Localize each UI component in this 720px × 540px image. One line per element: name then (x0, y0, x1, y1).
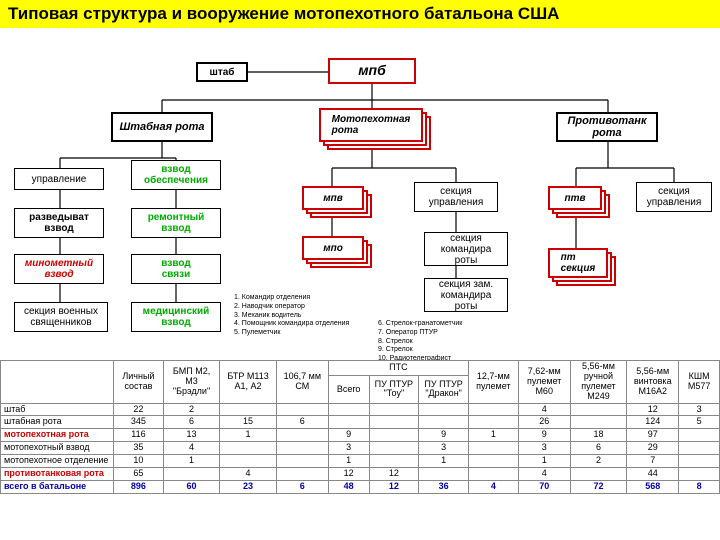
node-minomet: минометный взвод (14, 254, 104, 284)
node-upravlenie: управление (14, 168, 104, 190)
table-row: мотопехотный взвод354333629 (1, 442, 720, 455)
node-sek_upr2: секция управления (636, 182, 712, 212)
node-svyaz: взвод связи (131, 254, 221, 284)
node-ptank_rota: Противотанк рота (556, 112, 658, 142)
page-title: Типовая структура и вооружение мотопехот… (0, 0, 720, 28)
node-vzvod_obesp: взвод обеспечения (131, 160, 221, 190)
legend-left: 1. Командир отделения2. Наводчик операто… (234, 294, 349, 338)
node-sek_kom: секция командира роты (424, 232, 508, 266)
node-remont: ремонтный взвод (131, 208, 221, 238)
org-chart: мпбштабШтабная ротаМотопехотная ротаПрот… (0, 28, 720, 368)
table-row: мотопехотная рота11613199191897 (1, 429, 720, 442)
node-mpb: мпб (328, 58, 416, 84)
table-row: противотанковая рота6541212444 (1, 468, 720, 481)
node-med: медицинский взвод (131, 302, 221, 332)
node-sek_upr1: секция управления (414, 182, 498, 212)
node-sek_zam: секция зам. командира роты (424, 278, 508, 312)
node-razved: разведыват взвод (14, 208, 104, 238)
weapons-table: Личный составБМП М2, М3 "Брэдли"БТР М113… (0, 360, 720, 494)
node-shtab: штаб (196, 62, 248, 82)
table-row: штаб2224123 (1, 403, 720, 416)
table-row: всего в батальоне89660236481236470725688 (1, 480, 720, 493)
node-shtab_rota: Штабная рота (111, 112, 213, 142)
table-row: мотопехотное отделение10111127 (1, 455, 720, 468)
table-row: штабная рота3456156261245 (1, 416, 720, 429)
node-svyash: секция военных священников (14, 302, 108, 332)
legend-right: 6. Стрелок-гранатометчик7. Оператор ПТУР… (378, 320, 462, 364)
